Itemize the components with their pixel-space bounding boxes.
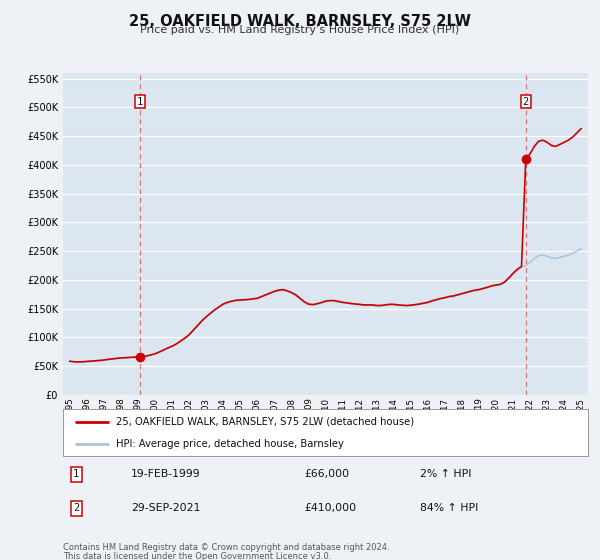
- Text: 84% ↑ HPI: 84% ↑ HPI: [420, 503, 478, 514]
- Text: Contains HM Land Registry data © Crown copyright and database right 2024.: Contains HM Land Registry data © Crown c…: [63, 543, 389, 552]
- Text: 2% ↑ HPI: 2% ↑ HPI: [420, 469, 472, 479]
- Text: £410,000: £410,000: [305, 503, 356, 514]
- Text: 19-FEB-1999: 19-FEB-1999: [131, 469, 201, 479]
- Text: 25, OAKFIELD WALK, BARNSLEY, S75 2LW (detached house): 25, OAKFIELD WALK, BARNSLEY, S75 2LW (de…: [115, 417, 413, 427]
- Text: 2: 2: [73, 503, 79, 514]
- Text: 1: 1: [137, 96, 143, 106]
- Text: 25, OAKFIELD WALK, BARNSLEY, S75 2LW: 25, OAKFIELD WALK, BARNSLEY, S75 2LW: [129, 14, 471, 29]
- Text: 1: 1: [73, 469, 79, 479]
- Text: Price paid vs. HM Land Registry’s House Price Index (HPI): Price paid vs. HM Land Registry’s House …: [140, 25, 460, 35]
- Text: HPI: Average price, detached house, Barnsley: HPI: Average price, detached house, Barn…: [115, 438, 343, 449]
- Text: 2: 2: [523, 96, 529, 106]
- Text: This data is licensed under the Open Government Licence v3.0.: This data is licensed under the Open Gov…: [63, 552, 331, 560]
- Text: £66,000: £66,000: [305, 469, 350, 479]
- Text: 29-SEP-2021: 29-SEP-2021: [131, 503, 200, 514]
